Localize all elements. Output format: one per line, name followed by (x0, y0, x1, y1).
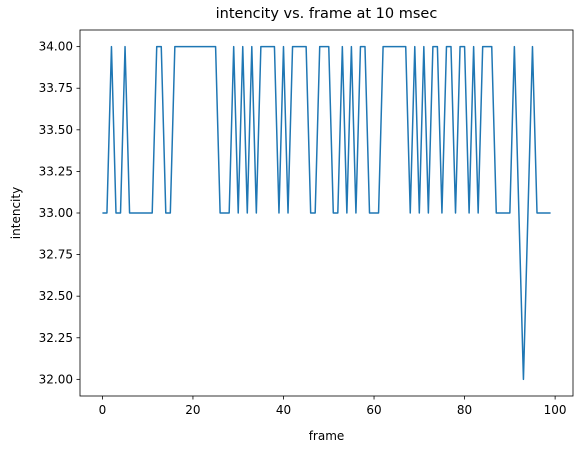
x-tick-label: 60 (366, 403, 381, 417)
y-tick-label: 32.00 (39, 372, 73, 386)
y-tick-label: 34.00 (39, 40, 73, 54)
x-tick-label: 40 (276, 403, 291, 417)
y-tick-label: 33.25 (39, 164, 73, 178)
x-tick-label: 80 (457, 403, 472, 417)
y-tick-label: 33.75 (39, 81, 73, 95)
y-axis-label: intencity (9, 187, 23, 239)
y-tick-label: 33.50 (39, 123, 73, 137)
x-tick-label: 100 (544, 403, 567, 417)
y-tick-label: 32.75 (39, 248, 73, 262)
y-tick-label: 33.00 (39, 206, 73, 220)
x-axis-label: frame (309, 429, 345, 443)
y-tick-label: 32.25 (39, 331, 73, 345)
x-tick-label: 20 (185, 403, 200, 417)
x-tick-label: 0 (99, 403, 107, 417)
y-tick-label: 32.50 (39, 289, 73, 303)
chart-title: intencity vs. frame at 10 msec (216, 6, 438, 22)
